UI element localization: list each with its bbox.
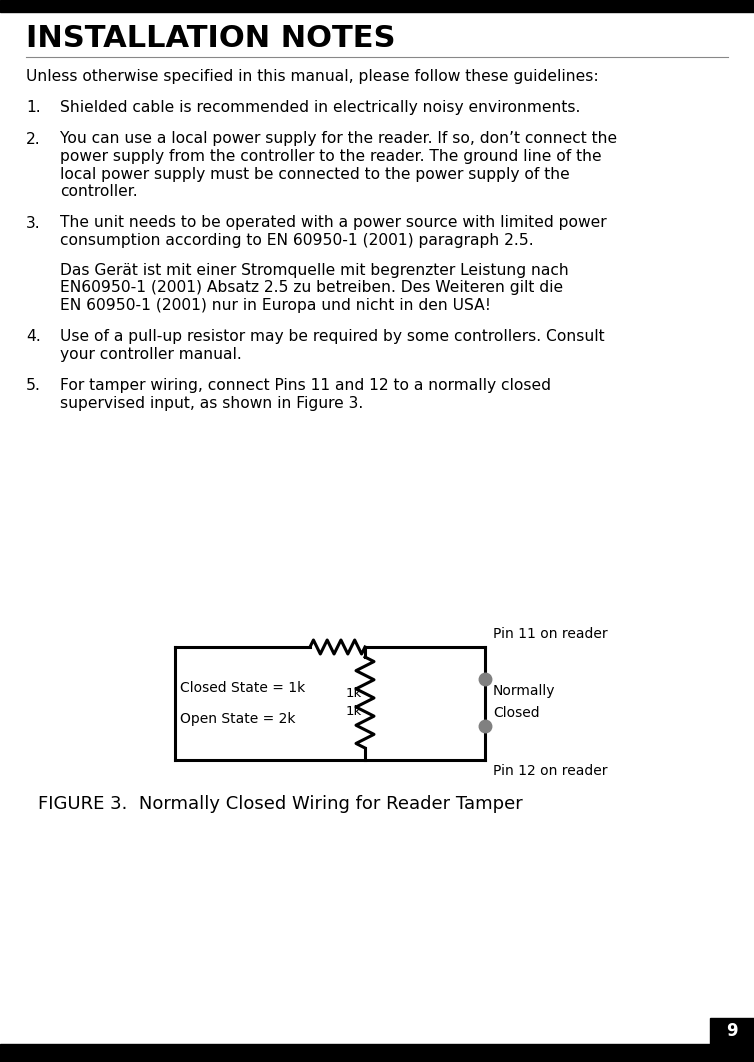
Text: consumption according to EN 60950-1 (2001) paragraph 2.5.: consumption according to EN 60950-1 (200… bbox=[60, 233, 534, 249]
Text: Shielded cable is recommended in electrically noisy environments.: Shielded cable is recommended in electri… bbox=[60, 100, 581, 115]
Text: 1k: 1k bbox=[346, 687, 362, 700]
Bar bbox=[0, 0, 754, 12]
Text: EN 60950-1 (2001) nur in Europa und nicht in den USA!: EN 60950-1 (2001) nur in Europa und nich… bbox=[60, 297, 491, 312]
Bar bbox=[0, 1044, 754, 1062]
Text: Use of a pull-up resistor may be required by some controllers. Consult: Use of a pull-up resistor may be require… bbox=[60, 329, 605, 344]
Text: 4.: 4. bbox=[26, 329, 41, 344]
Text: Pin 11 on reader: Pin 11 on reader bbox=[493, 627, 608, 641]
Text: local power supply must be connected to the power supply of the: local power supply must be connected to … bbox=[60, 167, 570, 182]
Text: controller.: controller. bbox=[60, 184, 138, 199]
Text: 1k: 1k bbox=[346, 705, 362, 718]
Text: 9: 9 bbox=[726, 1022, 738, 1040]
Text: 3.: 3. bbox=[26, 216, 41, 230]
Text: FIGURE 3.  Normally Closed Wiring for Reader Tamper: FIGURE 3. Normally Closed Wiring for Rea… bbox=[38, 795, 523, 813]
Text: Das Gerät ist mit einer Stromquelle mit begrenzter Leistung nach: Das Gerät ist mit einer Stromquelle mit … bbox=[60, 262, 569, 278]
Text: 5.: 5. bbox=[26, 378, 41, 393]
Text: Closed State = 1k: Closed State = 1k bbox=[180, 682, 305, 696]
Text: EN60950-1 (2001) Absatz 2.5 zu betreiben. Des Weiteren gilt die: EN60950-1 (2001) Absatz 2.5 zu betreiben… bbox=[60, 280, 563, 295]
Bar bbox=[710, 1018, 754, 1044]
Text: Pin 12 on reader: Pin 12 on reader bbox=[493, 764, 608, 778]
Text: You can use a local power supply for the reader. If so, don’t connect the: You can use a local power supply for the… bbox=[60, 132, 617, 147]
Text: Open State = 2k: Open State = 2k bbox=[180, 712, 296, 725]
Text: your controller manual.: your controller manual. bbox=[60, 347, 242, 362]
Text: Unless otherwise specified in this manual, please follow these guidelines:: Unless otherwise specified in this manua… bbox=[26, 69, 599, 84]
Text: Normally: Normally bbox=[493, 684, 556, 699]
Text: power supply from the controller to the reader. The ground line of the: power supply from the controller to the … bbox=[60, 149, 602, 164]
Text: Closed: Closed bbox=[493, 706, 540, 720]
Text: supervised input, as shown in Figure 3.: supervised input, as shown in Figure 3. bbox=[60, 396, 363, 411]
Text: INSTALLATION NOTES: INSTALLATION NOTES bbox=[26, 24, 396, 53]
Text: The unit needs to be operated with a power source with limited power: The unit needs to be operated with a pow… bbox=[60, 216, 607, 230]
Text: For tamper wiring, connect Pins 11 and 12 to a normally closed: For tamper wiring, connect Pins 11 and 1… bbox=[60, 378, 551, 393]
Text: 2.: 2. bbox=[26, 132, 41, 147]
Text: 1.: 1. bbox=[26, 100, 41, 115]
